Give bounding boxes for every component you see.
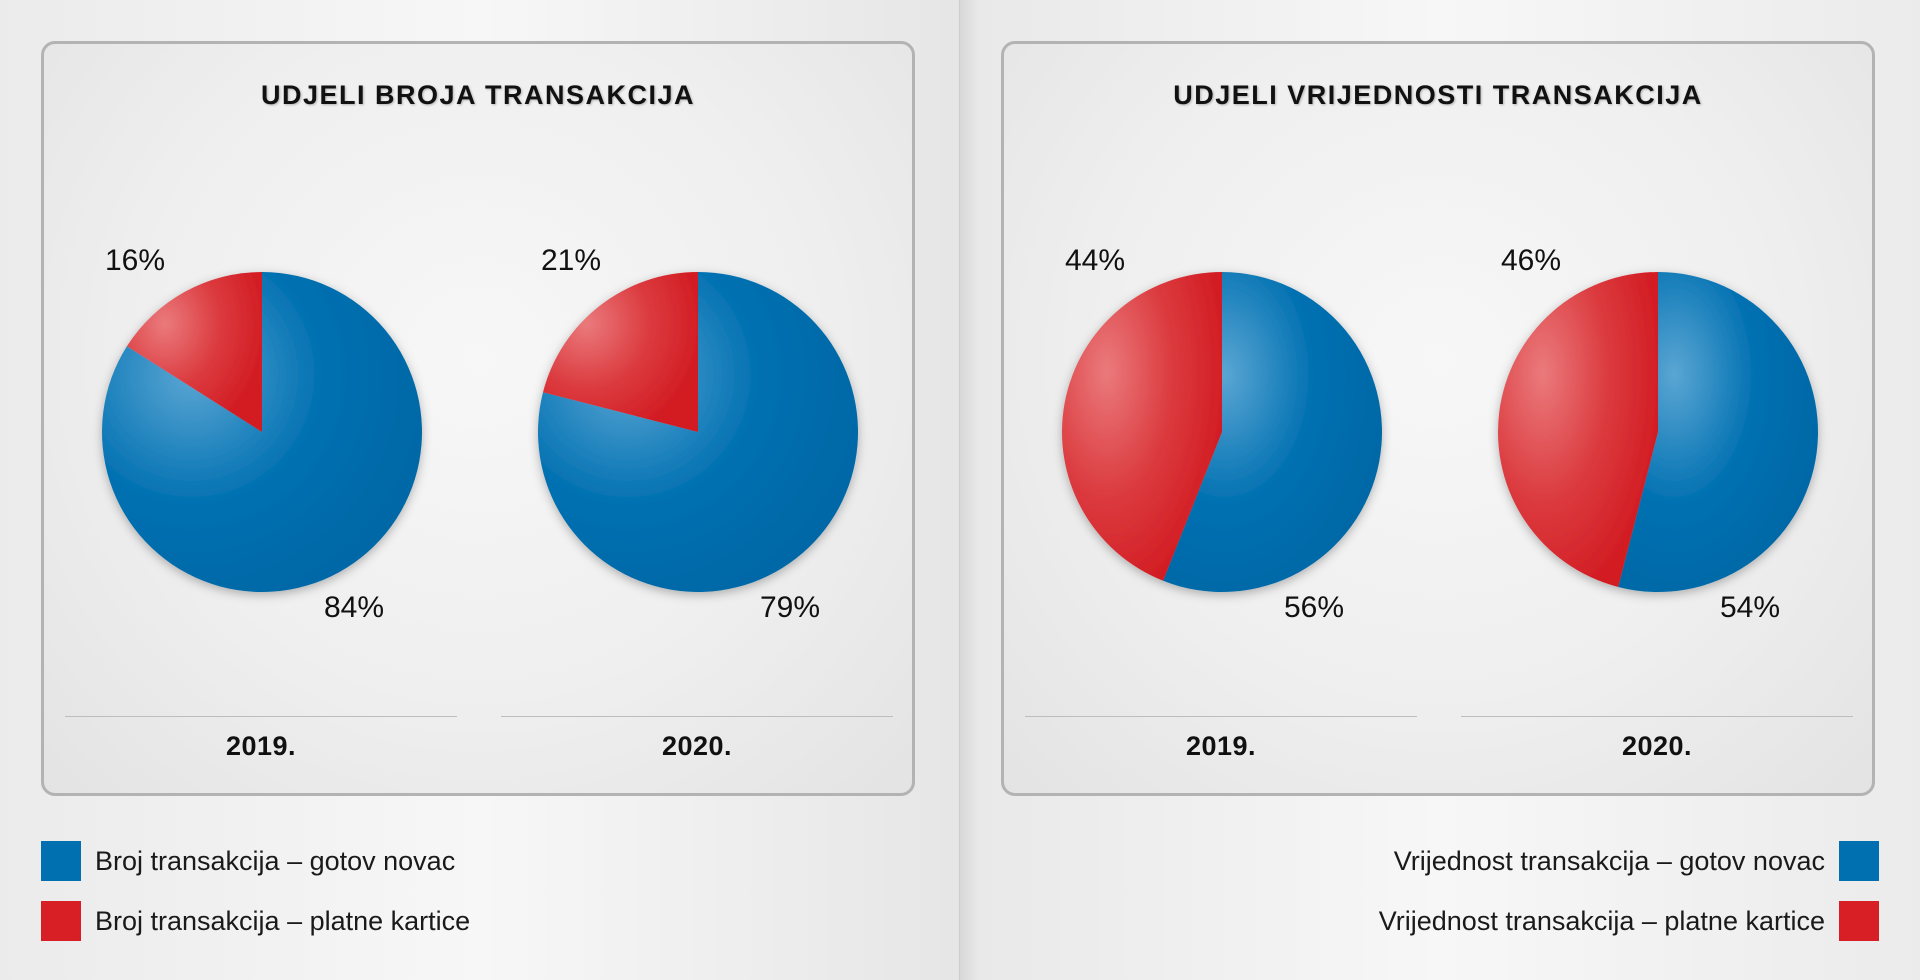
left-year-label-2020: 2020.: [661, 731, 733, 761]
legend-item-cards-value: Vrijednost transakcija – platne kartice: [1379, 901, 1879, 941]
pie-udjeli-broja-transakcija-2020: [538, 272, 859, 592]
legend-label: Broj transakcija – platne kartice: [95, 905, 471, 936]
left-year-divider-1: [65, 716, 457, 717]
right-year-label-2019: 2019.: [1185, 731, 1257, 761]
right-year-divider-2: [1461, 716, 1853, 717]
legend-swatch-blue: [41, 841, 81, 881]
pie-slice-label: 54%: [1720, 591, 1780, 624]
legend-swatch-blue: [1839, 841, 1879, 881]
pie-udjeli-vrijednosti-transakcija-2020: [1497, 272, 1818, 592]
legend-item-cash-count: Broj transakcija – gotov novac: [41, 841, 455, 881]
legend-swatch-red: [41, 901, 81, 941]
cards-slice: [1062, 272, 1222, 581]
center-divider: [959, 0, 960, 980]
pie-udjeli-broja-transakcija-2019: [101, 272, 423, 592]
legend-label: Vrijednost transakcija – gotov novac: [1393, 845, 1825, 876]
right-year-divider-1: [1025, 716, 1417, 717]
left-chart-title: UDJELI BROJA TRANSAKCIJA: [260, 80, 696, 110]
cash-slice: [1163, 272, 1382, 592]
cards-slice: [1497, 272, 1658, 587]
pie-slice-label: 84%: [324, 591, 384, 624]
pie-slice-label: 16%: [105, 244, 165, 277]
pie-slice-label: 44%: [1065, 244, 1125, 277]
right-year-label-2020: 2020.: [1621, 731, 1693, 761]
left-year-divider-2: [501, 716, 893, 717]
cards-slice: [126, 272, 262, 432]
pie-slice-label: 46%: [1501, 244, 1561, 277]
pie-udjeli-vrijednosti-transakcija-2019: [1062, 272, 1382, 592]
legend-label: Broj transakcija – gotov novac: [95, 845, 456, 876]
legend-label: Vrijednost transakcija – platne kartice: [1378, 905, 1825, 936]
cash-slice: [1618, 272, 1818, 592]
right-chart-title: UDJELI VRIJEDNOSTI TRANSAKCIJA: [1173, 80, 1703, 110]
pie-slice-label: 79%: [760, 591, 820, 624]
cards-slice: [543, 272, 698, 432]
pie-slice-label: 21%: [541, 244, 601, 277]
legend-item-cash-value: Vrijednost transakcija – gotov novac: [1394, 841, 1879, 881]
pie-slice-label: 56%: [1284, 591, 1344, 624]
left-year-label-2019: 2019.: [225, 731, 297, 761]
legend-swatch-red: [1839, 901, 1879, 941]
legend-item-cards-count: Broj transakcija – platne kartice: [41, 901, 470, 941]
